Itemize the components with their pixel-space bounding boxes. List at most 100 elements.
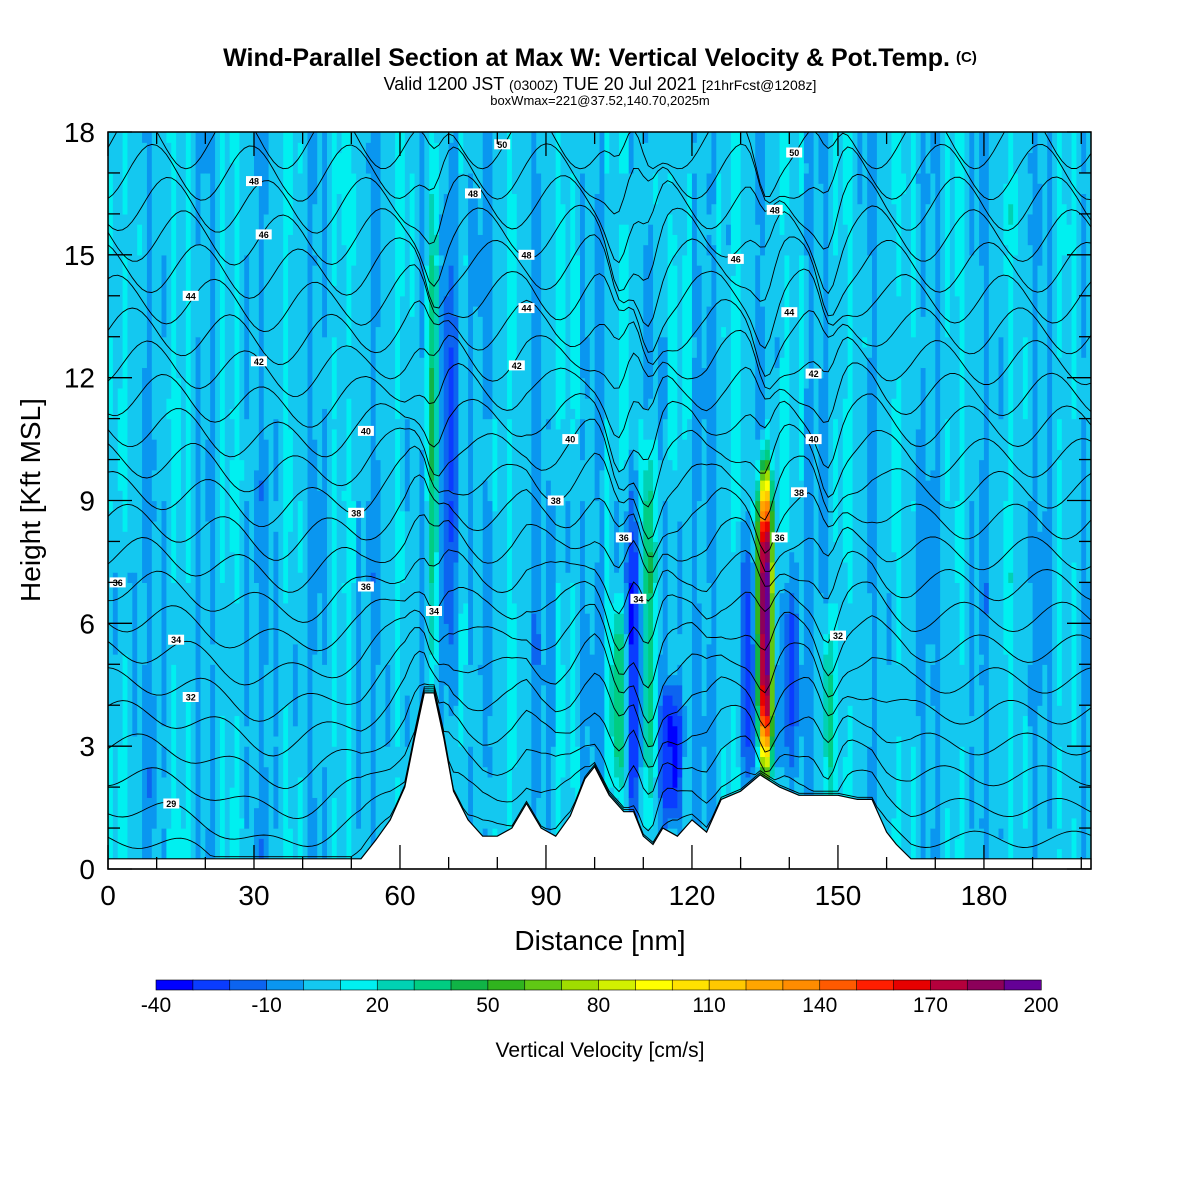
velocity-cell: [764, 735, 771, 747]
contour-label-text: 44: [186, 291, 196, 301]
velocity-cell: [799, 132, 805, 195]
velocity-cell: [409, 172, 416, 317]
velocity-cell: [1027, 664, 1034, 727]
velocity-cell: [288, 828, 294, 869]
theta-contour-line: [108, 204, 1091, 295]
velocity-cell: [867, 254, 873, 358]
theta-contour-label: 36: [357, 581, 374, 592]
theta-contour-line: [108, 603, 1091, 689]
velocity-cell: [609, 664, 615, 737]
colorbar-swatch: [930, 979, 968, 991]
velocity-cell: [1013, 172, 1019, 256]
velocity-cell: [779, 132, 786, 235]
velocity-cell: [760, 572, 766, 635]
velocity-cell: [823, 633, 829, 655]
velocity-cell: [288, 428, 294, 532]
velocity-cell: [653, 541, 659, 583]
velocity-cell: [618, 469, 625, 594]
velocity-cell: [755, 500, 761, 522]
velocity-cell: [438, 265, 445, 727]
velocity-cell: [983, 613, 990, 869]
velocity-cell: [618, 592, 625, 614]
velocity-cell: [545, 480, 552, 860]
velocity-cell: [1037, 531, 1043, 706]
theta-contour-line: [108, 445, 1091, 540]
contour-label-bg: [786, 147, 803, 158]
velocity-cell: [1022, 418, 1029, 717]
velocity-cell: [112, 572, 119, 655]
theta-contour-label: 38: [348, 507, 365, 518]
y-tick-label: 0: [79, 854, 95, 885]
velocity-cell: [1042, 132, 1048, 512]
velocity-cell: [803, 387, 810, 869]
velocity-cell: [867, 132, 873, 256]
velocity-cell: [205, 132, 211, 174]
velocity-cell: [531, 613, 537, 665]
velocity-cell: [375, 664, 382, 850]
theta-contour-line: [108, 690, 1091, 858]
velocity-cell: [166, 132, 172, 143]
velocity-cell: [487, 715, 494, 747]
velocity-cell: [550, 500, 557, 747]
colorbar-tick-label: 170: [913, 994, 948, 1017]
velocity-cell: [146, 797, 153, 869]
velocity-cell: [915, 428, 922, 717]
velocity-cell: [448, 490, 455, 502]
velocity-cell: [643, 408, 649, 440]
velocity-cell: [915, 132, 922, 174]
velocity-cell: [429, 254, 435, 369]
velocity-cell: [375, 326, 382, 461]
velocity-cell: [356, 828, 362, 869]
contour-label-bg: [357, 581, 374, 592]
velocity-cell: [706, 306, 713, 583]
velocity-cell: [142, 582, 148, 665]
velocity-cell: [1037, 183, 1043, 266]
velocity-cell: [983, 582, 990, 614]
contour-label-text: 38: [794, 488, 804, 498]
theta-contour-label: 48: [518, 249, 535, 260]
velocity-cell: [803, 254, 810, 389]
velocity-cell: [468, 132, 474, 174]
velocity-cell: [487, 418, 494, 502]
velocity-cell: [779, 592, 786, 768]
velocity-cell: [696, 132, 703, 266]
velocity-cell: [453, 132, 459, 317]
velocity-cell: [979, 132, 985, 266]
velocity-cell: [1071, 132, 1077, 420]
velocity-cell: [687, 418, 693, 869]
velocity-cell: [764, 449, 771, 461]
velocity-cell: [745, 746, 751, 778]
velocity-cell: [760, 520, 766, 532]
velocity-cell: [1061, 203, 1068, 256]
velocity-cell: [896, 735, 902, 869]
contour-label-text: 32: [186, 693, 196, 703]
velocity-cell: [691, 336, 698, 358]
velocity-cell: [618, 633, 625, 768]
velocity-cell: [161, 828, 167, 869]
velocity-cell: [482, 766, 489, 829]
velocity-cell: [764, 715, 771, 727]
velocity-cell: [657, 336, 664, 461]
colorbar-swatch: [782, 979, 821, 991]
velocity-cell: [1027, 152, 1034, 174]
velocity-cell: [677, 776, 683, 819]
velocity-cell: [1042, 510, 1048, 665]
theta-contour-label: 36: [615, 532, 632, 543]
velocity-cell: [161, 500, 167, 727]
velocity-cell: [151, 439, 158, 471]
velocity-cell: [789, 132, 795, 553]
velocity-cell: [954, 132, 961, 297]
velocity-cell: [351, 265, 357, 502]
velocity-cell: [584, 336, 591, 399]
velocity-cell: [239, 480, 245, 819]
velocity-cell: [755, 633, 761, 706]
velocity-cell: [701, 418, 708, 717]
velocity-cell: [346, 346, 352, 399]
y-axis-label: Height [Kft MSL]: [15, 398, 46, 602]
velocity-cell: [263, 439, 270, 665]
velocity-cell: [823, 132, 829, 604]
contour-label-bg: [771, 532, 788, 543]
velocity-cell: [769, 510, 776, 532]
velocity-cell: [346, 398, 352, 869]
velocity-cell: [599, 132, 605, 471]
